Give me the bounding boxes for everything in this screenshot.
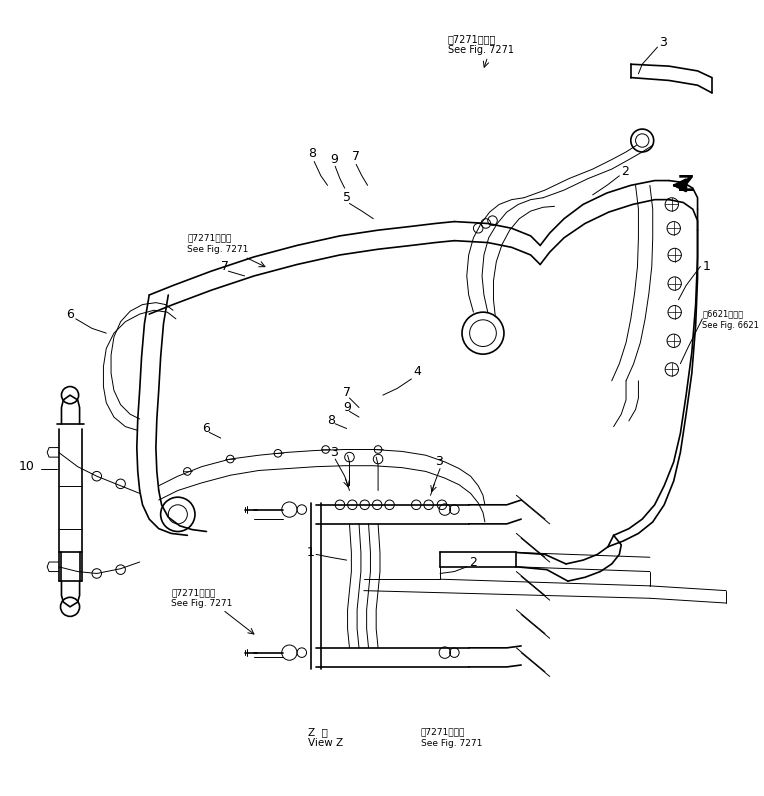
Text: 1: 1 [702,260,711,273]
Text: See Fig. 6621: See Fig. 6621 [702,321,759,330]
Text: 3: 3 [659,36,667,49]
Text: See Fig. 7271: See Fig. 7271 [171,599,232,608]
Text: 2: 2 [621,165,629,178]
Text: See Fig. 7271: See Fig. 7271 [421,739,482,747]
Text: 1: 1 [306,546,315,559]
Text: 9: 9 [330,153,338,166]
Text: 9: 9 [343,401,351,414]
Text: 6: 6 [202,422,209,435]
Text: 6: 6 [66,307,74,321]
Text: 8: 8 [309,147,316,160]
Text: 3: 3 [435,455,443,468]
Text: 第7271図参照: 第7271図参照 [448,34,496,45]
Text: See Fig. 7271: See Fig. 7271 [187,244,249,254]
Text: 7: 7 [352,150,361,163]
Text: 8: 8 [328,415,335,427]
Text: 10: 10 [18,460,34,473]
Text: 2: 2 [468,556,477,568]
Text: 7: 7 [221,260,228,273]
Text: 第7271図参照: 第7271図参照 [171,588,215,597]
Text: Z  視: Z 視 [309,727,329,737]
Text: 第6621図参照: 第6621図参照 [702,310,743,318]
Text: 3: 3 [330,446,338,458]
Text: 7: 7 [343,386,351,399]
Text: View Z: View Z [309,738,344,748]
Text: Z: Z [678,175,694,195]
Text: 第7271図参照: 第7271図参照 [187,233,231,242]
Text: See Fig. 7271: See Fig. 7271 [448,45,513,55]
Text: 5: 5 [343,191,351,205]
Text: 4: 4 [413,365,421,378]
Text: 第7271図参照: 第7271図参照 [421,728,465,736]
